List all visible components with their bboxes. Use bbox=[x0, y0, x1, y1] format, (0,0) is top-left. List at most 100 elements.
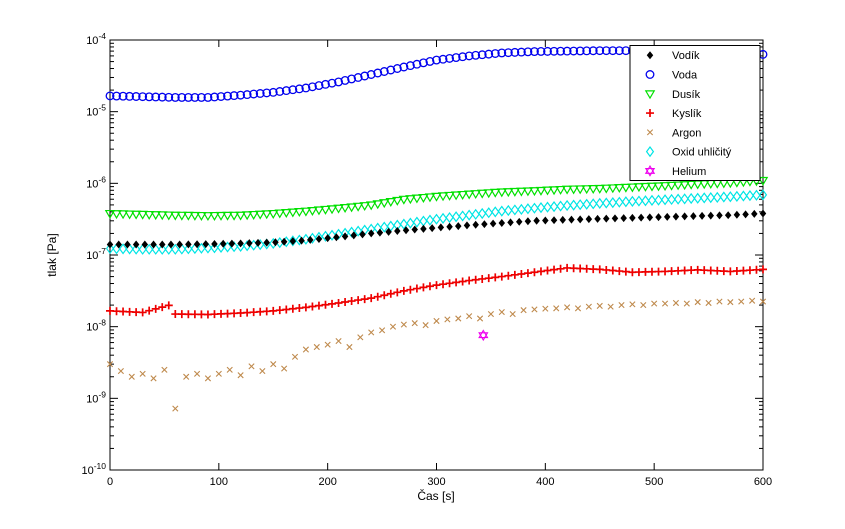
marker bbox=[302, 346, 309, 353]
marker bbox=[627, 183, 638, 193]
marker bbox=[672, 212, 680, 221]
marker bbox=[242, 90, 252, 100]
marker bbox=[320, 205, 331, 215]
marker bbox=[228, 211, 240, 221]
marker bbox=[308, 302, 317, 311]
marker bbox=[341, 298, 350, 307]
marker bbox=[438, 54, 448, 64]
marker bbox=[202, 212, 214, 222]
marker bbox=[516, 187, 527, 197]
marker bbox=[158, 240, 166, 249]
marker bbox=[640, 182, 651, 192]
marker bbox=[241, 211, 253, 221]
series-oxid-uhlicity bbox=[105, 189, 768, 255]
y-tick-label: 10-7 bbox=[86, 246, 106, 262]
marker bbox=[314, 81, 324, 91]
marker bbox=[170, 211, 181, 221]
marker bbox=[641, 195, 650, 207]
marker bbox=[484, 49, 494, 59]
marker bbox=[280, 237, 288, 246]
marker bbox=[145, 243, 154, 255]
marker bbox=[510, 47, 520, 57]
marker bbox=[574, 185, 586, 195]
marker bbox=[392, 64, 402, 73]
marker bbox=[706, 192, 715, 204]
marker bbox=[553, 305, 560, 312]
marker bbox=[439, 280, 448, 289]
marker bbox=[542, 305, 549, 312]
marker bbox=[425, 214, 435, 226]
marker bbox=[615, 196, 624, 208]
marker bbox=[509, 187, 521, 197]
legend-entry: Argon bbox=[646, 127, 701, 139]
marker bbox=[261, 210, 272, 220]
marker bbox=[719, 191, 728, 203]
marker bbox=[248, 363, 255, 370]
marker bbox=[411, 225, 418, 234]
marker bbox=[400, 321, 407, 328]
marker bbox=[229, 91, 239, 101]
marker bbox=[112, 91, 121, 101]
x-tick-label: 100 bbox=[210, 476, 228, 488]
marker bbox=[438, 212, 448, 224]
marker bbox=[156, 211, 168, 221]
marker bbox=[559, 215, 566, 224]
marker bbox=[582, 198, 591, 210]
marker bbox=[585, 303, 592, 310]
marker bbox=[659, 182, 671, 192]
y-tick-base: 10 bbox=[86, 393, 98, 405]
marker bbox=[176, 211, 188, 221]
marker bbox=[399, 286, 408, 295]
marker bbox=[637, 213, 645, 222]
marker bbox=[601, 46, 611, 56]
marker bbox=[437, 192, 449, 202]
marker bbox=[653, 182, 664, 192]
marker bbox=[487, 310, 495, 318]
marker bbox=[749, 297, 756, 304]
legend-entry: Vodík bbox=[646, 50, 700, 62]
marker bbox=[368, 329, 375, 336]
legend: Vodík Voda Dusík Kyslík Argon Oxid uhličitý He… bbox=[629, 45, 761, 181]
marker bbox=[183, 373, 190, 380]
marker bbox=[531, 306, 538, 313]
marker bbox=[237, 372, 244, 379]
marker bbox=[298, 236, 305, 245]
marker bbox=[158, 303, 167, 312]
marker bbox=[733, 210, 741, 219]
marker bbox=[226, 366, 233, 373]
marker bbox=[366, 70, 376, 79]
marker bbox=[556, 264, 565, 273]
marker bbox=[530, 47, 539, 56]
series-argon bbox=[106, 297, 767, 412]
x-tick-label: 400 bbox=[536, 476, 554, 488]
marker bbox=[270, 361, 277, 368]
marker bbox=[628, 195, 637, 207]
marker bbox=[177, 92, 187, 102]
legend-label: Voda bbox=[672, 69, 698, 81]
marker bbox=[353, 73, 363, 82]
marker bbox=[274, 209, 286, 219]
marker bbox=[380, 291, 389, 300]
marker bbox=[215, 370, 222, 377]
legend-point-diamond-icon bbox=[646, 51, 654, 60]
marker bbox=[324, 341, 331, 348]
marker bbox=[594, 214, 601, 223]
marker bbox=[530, 268, 539, 277]
legend-entry: Oxid uhličitý bbox=[645, 146, 732, 159]
marker bbox=[211, 239, 218, 248]
marker bbox=[333, 204, 344, 214]
marker bbox=[543, 266, 552, 275]
marker bbox=[437, 223, 445, 232]
marker bbox=[694, 299, 701, 306]
marker bbox=[157, 92, 167, 102]
marker bbox=[738, 298, 745, 305]
marker bbox=[365, 201, 377, 211]
marker bbox=[484, 207, 493, 219]
marker bbox=[104, 209, 116, 219]
marker bbox=[185, 240, 192, 249]
marker bbox=[137, 210, 148, 220]
marker bbox=[732, 190, 742, 202]
marker bbox=[428, 224, 436, 233]
marker bbox=[183, 211, 194, 221]
